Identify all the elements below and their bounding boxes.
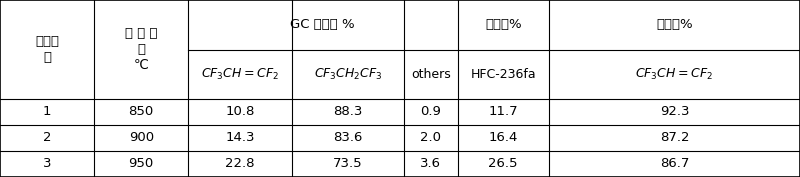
Text: 73.5: 73.5 — [333, 157, 363, 170]
Text: $CF_3CH=CF_2$: $CF_3CH=CF_2$ — [635, 67, 714, 82]
Text: 处理编
号: 处理编 号 — [35, 35, 59, 64]
Text: 反 应 温
度
℃: 反 应 温 度 ℃ — [125, 27, 158, 72]
Text: others: others — [411, 68, 450, 81]
Text: 950: 950 — [129, 157, 154, 170]
Text: 92.3: 92.3 — [660, 105, 689, 118]
Text: HFC-236fa: HFC-236fa — [470, 68, 536, 81]
Text: $CF_3CH=CF_2$: $CF_3CH=CF_2$ — [201, 67, 279, 82]
Text: 83.6: 83.6 — [334, 131, 362, 144]
Text: 2.0: 2.0 — [420, 131, 442, 144]
Text: 14.3: 14.3 — [226, 131, 254, 144]
Text: GC 峰面积 %: GC 峰面积 % — [290, 18, 355, 31]
Text: 3.6: 3.6 — [420, 157, 442, 170]
Text: 900: 900 — [129, 131, 154, 144]
Text: 16.4: 16.4 — [489, 131, 518, 144]
Text: 26.5: 26.5 — [489, 157, 518, 170]
Text: 3: 3 — [43, 157, 51, 170]
Text: 850: 850 — [129, 105, 154, 118]
Text: 0.9: 0.9 — [420, 105, 442, 118]
Text: 选择性%: 选择性% — [656, 18, 693, 31]
Text: 11.7: 11.7 — [488, 105, 518, 118]
Text: 10.8: 10.8 — [226, 105, 254, 118]
Text: 2: 2 — [43, 131, 51, 144]
Text: 86.7: 86.7 — [660, 157, 689, 170]
Text: 88.3: 88.3 — [334, 105, 362, 118]
Text: 1: 1 — [43, 105, 51, 118]
Text: 转化率%: 转化率% — [485, 18, 522, 31]
Text: $CF_3CH_2CF_3$: $CF_3CH_2CF_3$ — [314, 67, 382, 82]
Text: 22.8: 22.8 — [226, 157, 254, 170]
Text: 87.2: 87.2 — [660, 131, 689, 144]
